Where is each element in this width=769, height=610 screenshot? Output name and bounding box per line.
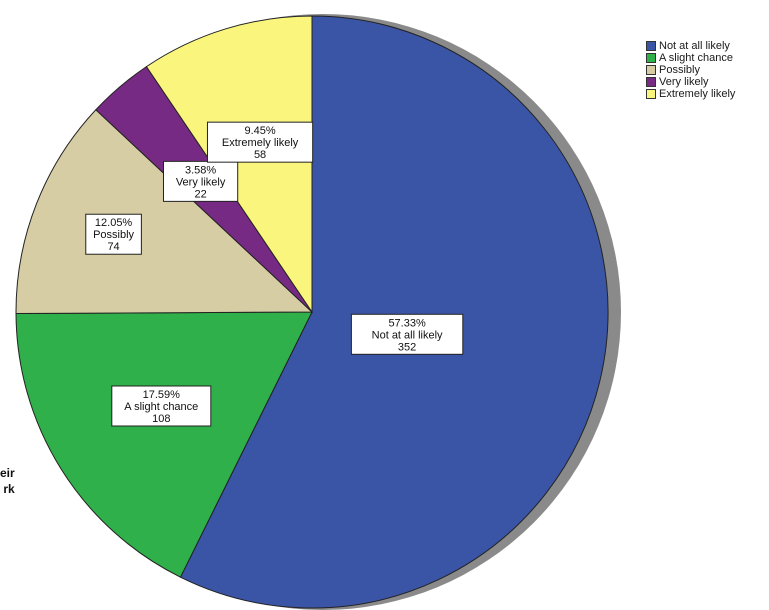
slice-label-box [350,313,464,355]
slice-category-label: Extremely likely [222,137,299,149]
pie-slices [15,15,609,609]
slice-label-box [85,213,142,255]
slice-percent-label: 3.58% [185,164,216,176]
chart-legend: Not at all likely A slight chance Possib… [646,40,735,100]
legend-item: Possibly [646,64,735,76]
slice-label-box [206,121,314,163]
legend-item: Very likely [646,76,735,88]
legend-item: Extremely likely [646,88,735,100]
slice-label-box [163,160,239,202]
slice-category-label: Possibly [93,229,134,241]
legend-swatch [646,77,656,87]
legend-label: Possibly [659,64,700,76]
clipped-side-text: eir rk [0,465,15,497]
slice-label-box [111,385,212,427]
legend-label: Extremely likely [659,88,736,100]
pie-slice [179,15,609,609]
pie-slice [15,109,314,315]
clipped-text-line: eir [0,466,15,480]
legend-label: Very likely [659,76,709,88]
slice-count-label: 108 [152,413,170,425]
legend-item: Not at all likely [646,40,735,52]
slice-count-label: 352 [398,341,416,353]
legend-label: Not at all likely [659,40,730,52]
slice-percent-label: 9.45% [244,125,275,137]
legend-item: A slight chance [646,52,735,64]
slice-category-label: A slight chance [124,401,198,413]
slice-category-label: Very likely [176,176,226,188]
slice-count-label: 74 [107,241,119,253]
slice-percent-label: 57.33% [388,317,426,329]
slice-percent-label: 17.59% [143,389,181,401]
legend-swatch [646,53,656,63]
pie-slice [15,311,313,578]
slice-percent-label: 12.05% [95,217,133,229]
slice-category-label: Not at all likely [372,329,443,341]
slice-count-label: 22 [194,188,206,200]
legend-swatch [646,41,656,51]
legend-label: A slight chance [659,52,733,64]
clipped-text-line: rk [3,482,15,496]
slice-count-label: 58 [254,149,266,161]
legend-swatch [646,65,656,75]
legend-swatch [646,89,656,99]
